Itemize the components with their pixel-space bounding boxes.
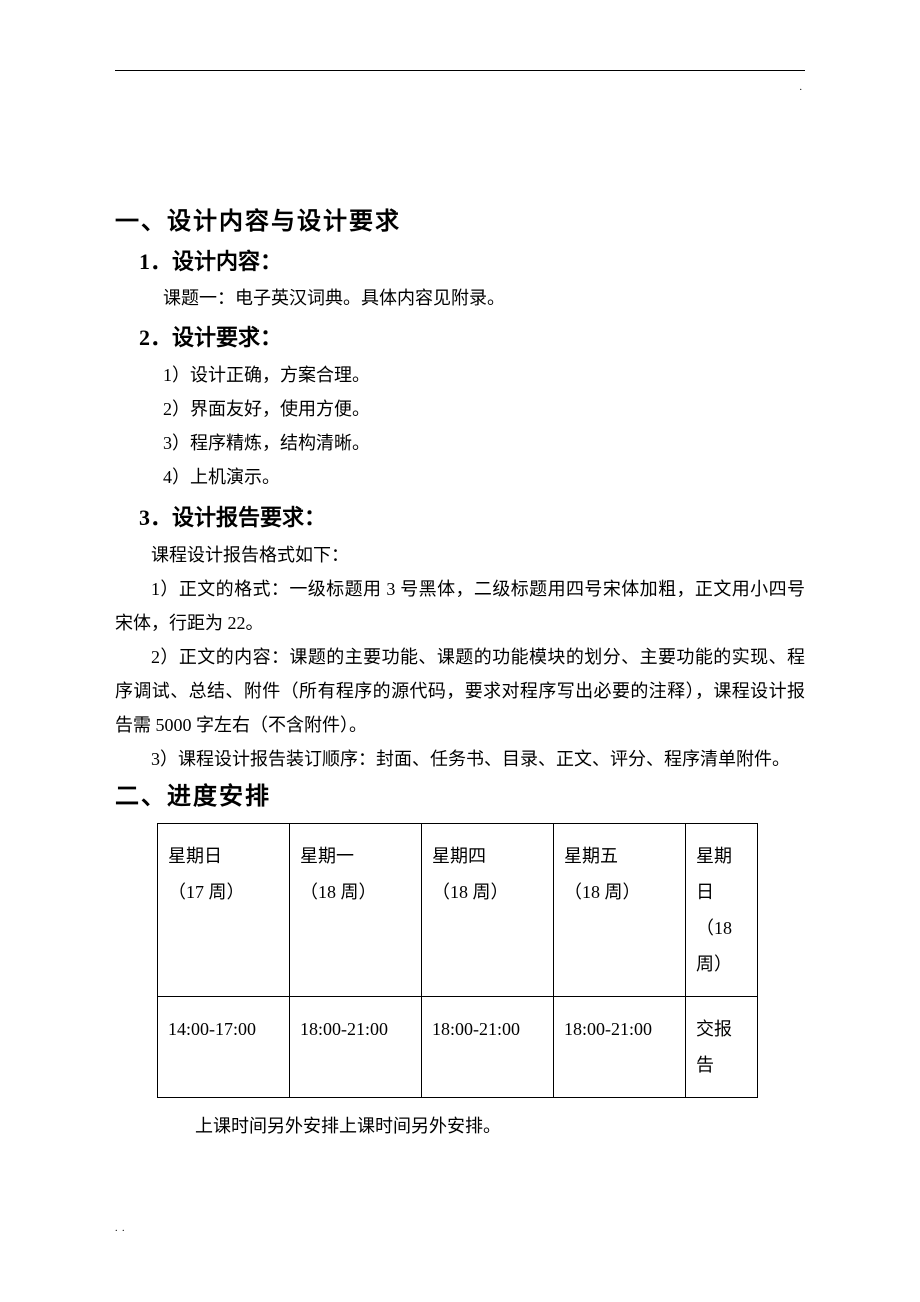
table-cell: 星期日 （17 周） <box>158 824 290 997</box>
schedule-note: 上课时间另外安排上课时间另外安排。 <box>195 1112 805 1138</box>
table-cell: 星期一 （18 周） <box>290 824 422 997</box>
sub3-p3: 3）课程设计报告装订顺序：封面、任务书、目录、正文、评分、程序清单附件。 <box>115 742 805 776</box>
table-row: 14:00-17:00 18:00-21:00 18:00-21:00 18:0… <box>158 997 758 1098</box>
top-rule <box>115 70 805 71</box>
table-cell: 18:00-21:00 <box>422 997 554 1098</box>
req-item-3: 3）程序精炼，结构清晰。 <box>163 426 805 460</box>
table-cell: 交报告 <box>686 997 758 1098</box>
document-content: 一、设计内容与设计要求 1．设计内容： 课题一：电子英汉词典。具体内容见附录。 … <box>115 201 805 1138</box>
sub3-title: 3．设计报告要求： <box>139 500 805 532</box>
sub3-p1: 1）正文的格式：一级标题用 3 号黑体，二级标题用四号宋体加粗，正文用小四号宋体… <box>115 572 805 640</box>
req-item-1: 1）设计正确，方案合理。 <box>163 358 805 392</box>
table-row: 星期日 （17 周） 星期一 （18 周） 星期四 （18 周） 星期五 （18… <box>158 824 758 997</box>
footer-dots: . . <box>115 1223 126 1234</box>
req-item-2: 2）界面友好，使用方便。 <box>163 392 805 426</box>
section2-title: 二、进度安排 <box>115 776 805 811</box>
table-cell: 星期四 （18 周） <box>422 824 554 997</box>
sub2-title: 2．设计要求： <box>139 320 805 352</box>
schedule-table: 星期日 （17 周） 星期一 （18 周） 星期四 （18 周） 星期五 （18… <box>157 823 758 1098</box>
sub1-text: 课题一：电子英汉词典。具体内容见附录。 <box>163 282 805 314</box>
table-cell: 星期日 （18 周） <box>686 824 758 997</box>
req-item-4: 4）上机演示。 <box>163 460 805 494</box>
table-cell: 18:00-21:00 <box>554 997 686 1098</box>
section1-title: 一、设计内容与设计要求 <box>115 201 805 236</box>
table-cell: 星期五 （18 周） <box>554 824 686 997</box>
sub3-p2: 2）正文的内容：课题的主要功能、课题的功能模块的划分、主要功能的实现、程序调试、… <box>115 640 805 742</box>
table-cell: 14:00-17:00 <box>158 997 290 1098</box>
sub3-intro: 课程设计报告格式如下： <box>115 538 805 572</box>
table-cell: 18:00-21:00 <box>290 997 422 1098</box>
schedule-table-wrap: 星期日 （17 周） 星期一 （18 周） 星期四 （18 周） 星期五 （18… <box>157 823 805 1098</box>
sub1-title: 1．设计内容： <box>139 244 805 276</box>
header-dot: . <box>800 82 803 93</box>
